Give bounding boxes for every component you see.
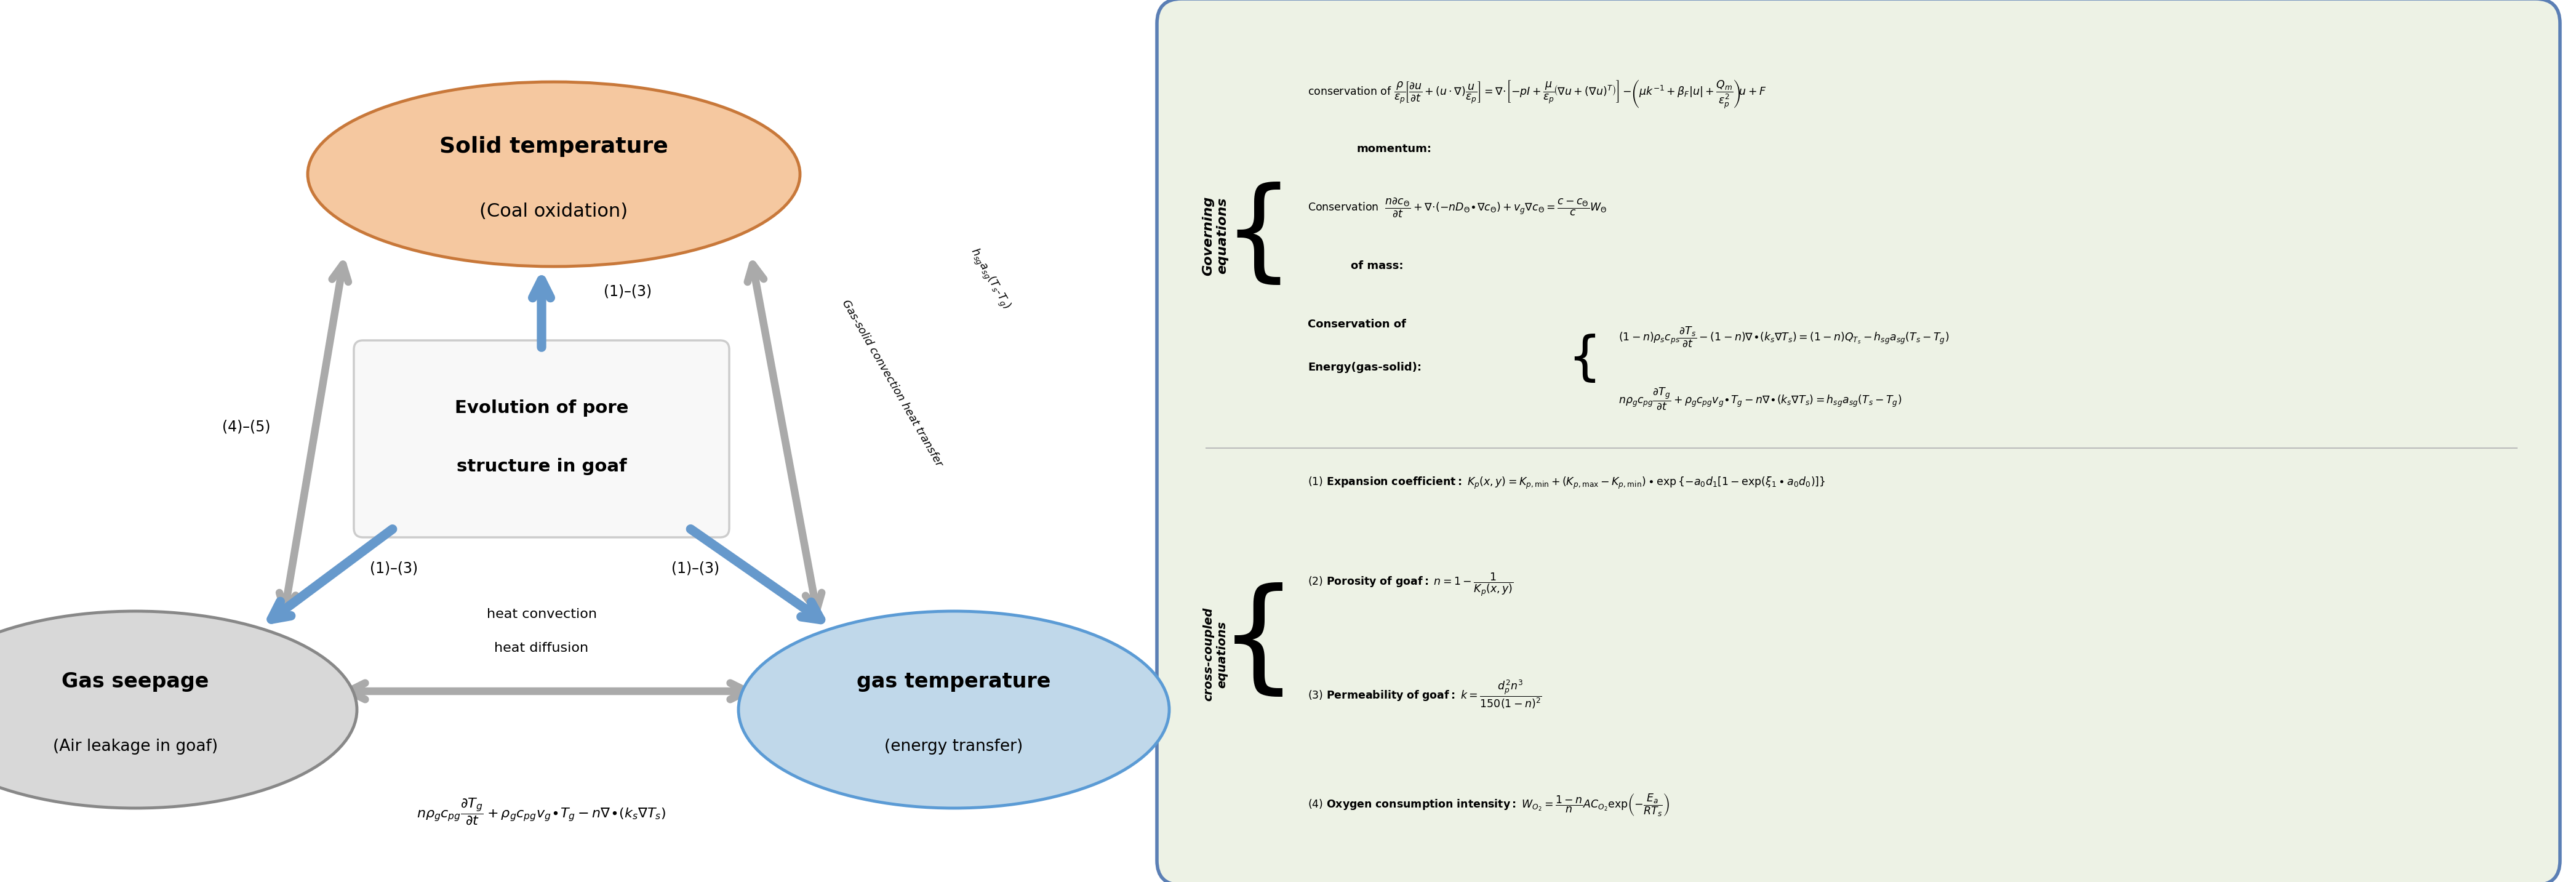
Text: (1)–(3): (1)–(3) (603, 284, 652, 298)
Text: (3) $\mathbf{Permeability\ of\ goaf:}$ $k=\dfrac{d_p^2 n^3}{150(1-n)^2}$: (3) $\mathbf{Permeability\ of\ goaf:}$ $… (1309, 679, 1543, 711)
Text: (energy transfer): (energy transfer) (884, 738, 1023, 755)
Text: Solid temperature: Solid temperature (440, 136, 667, 157)
Text: (Coal oxidation): (Coal oxidation) (479, 202, 629, 220)
Text: {: { (1218, 582, 1298, 702)
Text: of mass:: of mass: (1350, 260, 1404, 272)
Text: Gas-solid convection heat transfer: Gas-solid convection heat transfer (840, 298, 945, 468)
Text: {: { (1224, 182, 1293, 290)
Text: heat convection: heat convection (487, 608, 598, 620)
Text: (4) $\mathbf{Oxygen\ consumption\ intensity:}$ $W_{O_2}=\dfrac{1-n}{n}AC_{O_2}\e: (4) $\mathbf{Oxygen\ consumption\ intens… (1309, 793, 1669, 818)
Ellipse shape (739, 611, 1170, 808)
Text: $n\rho_g c_{pg}\dfrac{\partial T_g}{\partial t}+\rho_g c_{pg}v_g\!\bullet\! T_g-: $n\rho_g c_{pg}\dfrac{\partial T_g}{\par… (1618, 386, 1901, 411)
FancyBboxPatch shape (353, 340, 729, 537)
Text: Conservation  $\dfrac{n\partial c_\Theta}{\partial t}+\nabla\!\cdot\!(-nD_\Theta: Conservation $\dfrac{n\partial c_\Theta}… (1309, 196, 1607, 218)
Text: (1) $\mathbf{Expansion\ coefficient:}$ $K_p(x,y)=K_{p,\min}+(K_{p,\max}-K_{p,\mi: (1) $\mathbf{Expansion\ coefficient:}$ $… (1309, 475, 1826, 490)
Text: $(1-n)\rho_s c_{ps}\dfrac{\partial T_s}{\partial t}-(1-n)\nabla\!\bullet\!(k_s\n: $(1-n)\rho_s c_{ps}\dfrac{\partial T_s}{… (1618, 325, 1950, 348)
Text: (1)–(3): (1)–(3) (672, 561, 719, 575)
Text: {: { (1569, 333, 1602, 385)
Ellipse shape (307, 82, 801, 266)
Text: cross-coupled
equations: cross-coupled equations (1203, 608, 1229, 701)
Text: (2) $\mathbf{Porosity\ of\ goaf:}$ $n=1-\dfrac{1}{K_p(x,y)}$: (2) $\mathbf{Porosity\ of\ goaf:}$ $n=1-… (1309, 572, 1515, 597)
Text: Energy(gas-solid):: Energy(gas-solid): (1309, 362, 1422, 373)
Text: $h_{sg}a_{sg}(T_s$-$T_g)$: $h_{sg}a_{sg}(T_s$-$T_g)$ (966, 245, 1012, 312)
Ellipse shape (0, 611, 358, 808)
Text: (1)–(3): (1)–(3) (371, 561, 417, 575)
Text: (Air leakage in goaf): (Air leakage in goaf) (54, 738, 219, 755)
Text: heat diffusion: heat diffusion (495, 642, 590, 654)
Text: Conservation of: Conservation of (1309, 318, 1406, 330)
Text: $n\rho_g c_{pg}\dfrac{\partial T_g}{\partial t}+\rho_g c_{pg}v_g\!\bullet\! T_g-: $n\rho_g c_{pg}\dfrac{\partial T_g}{\par… (417, 796, 667, 826)
Text: gas temperature: gas temperature (858, 672, 1051, 692)
Text: Evolution of pore: Evolution of pore (453, 400, 629, 416)
Text: momentum:: momentum: (1358, 144, 1432, 154)
Text: Gas seepage: Gas seepage (62, 672, 209, 692)
Text: conservation of $\dfrac{\rho}{\varepsilon_p}\!\left[\dfrac{\partial u}{\partial : conservation of $\dfrac{\rho}{\varepsilo… (1309, 78, 1767, 110)
FancyBboxPatch shape (1157, 0, 2561, 882)
Text: Governing
equations: Governing equations (1203, 196, 1229, 275)
Text: (4)–(5): (4)–(5) (222, 419, 270, 434)
Text: structure in goaf: structure in goaf (456, 458, 626, 475)
